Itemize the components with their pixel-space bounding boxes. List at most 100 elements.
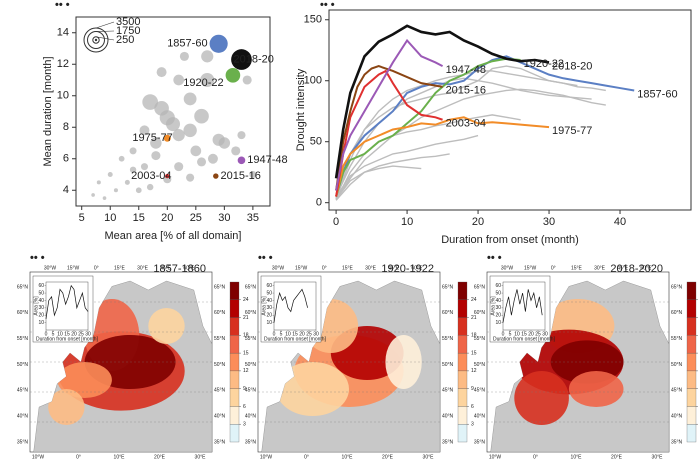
inset-y-tick-label: 20: [38, 313, 44, 319]
latitude-label: 55°N: [17, 336, 29, 342]
colorbar-bin: [457, 388, 468, 407]
inset-y-tick-label: 60: [38, 283, 44, 289]
x-tick-label: 20: [472, 216, 484, 228]
map-panel: 30°W 15°W 0° 15°E 30°E 45°E 60°E65°N 65°N60°N 60…: [17, 265, 249, 460]
latitude-label: 55°N: [245, 336, 257, 342]
inset-x-tick-label: 25: [78, 331, 84, 337]
background-line: [335, 65, 606, 199]
drought-field: [148, 308, 185, 344]
colorbar-bin: [686, 424, 697, 443]
longitude-label: 15°E: [571, 265, 583, 271]
background-line: [335, 88, 606, 200]
inset-y-tick-label: 30: [266, 305, 272, 311]
inset-x-tick-label: 5: [509, 331, 512, 337]
bubble: [207, 153, 218, 164]
y-tick-label: 150: [304, 14, 322, 26]
latitude-label: 40°N: [214, 413, 226, 419]
bubble: [173, 74, 185, 86]
line-label: 2003-04: [446, 118, 486, 130]
latitude-label: 45°N: [671, 388, 683, 394]
inset-x-tick-label: 30: [313, 331, 319, 337]
latitude-label: 35°N: [442, 439, 454, 445]
bubble: [156, 67, 167, 78]
inset-x-tick-label: 10: [285, 331, 291, 337]
longitude-label: 60°E: [411, 265, 423, 271]
inset-y-tick-label: 50: [266, 290, 272, 296]
inset-y-tick-label: 10: [266, 320, 272, 326]
panel-mark: •• •: [487, 252, 502, 264]
colorbar-label: 3: [243, 422, 246, 428]
line-label: 1857-60: [637, 88, 677, 100]
x-axis-label: Mean area [% of all domain]: [105, 230, 242, 242]
longitude-label: 60°E: [183, 265, 195, 271]
inset-x-tick-label: 30: [542, 331, 548, 337]
inset-bg: [32, 275, 94, 343]
inset-y-tick-label: 50: [495, 290, 501, 296]
latitude-label: 65°N: [245, 284, 257, 290]
line-label: 2015-16: [446, 85, 486, 97]
bubble-label: 1857-60: [167, 38, 207, 50]
event-line: [335, 38, 444, 191]
longitude-label: 30°E: [652, 454, 664, 460]
bubble-label: 2018-20: [233, 53, 273, 65]
colorbar-label: 6: [471, 404, 474, 410]
x-tick-label: 5: [79, 212, 85, 224]
inset-x-tick-label: 15: [64, 331, 70, 337]
inset-y-tick-label: 50: [38, 290, 44, 296]
colorbar-label: 24: [243, 297, 249, 303]
longitude-label: 10°E: [114, 454, 126, 460]
map-title: 1920-1922: [381, 263, 434, 275]
longitude-label: 0°: [533, 454, 538, 460]
latitude-label: 55°N: [214, 336, 226, 342]
inset-x-tick-label: 0: [45, 331, 48, 337]
bubble-label: 1947-48: [247, 154, 287, 166]
latitude-label: 60°N: [214, 310, 226, 316]
latitude-label: 40°N: [17, 413, 29, 419]
y-tick-label: 4: [63, 184, 69, 196]
bubble: [163, 175, 172, 184]
bubble: [150, 137, 162, 149]
longitude-label: 30°E: [195, 454, 207, 460]
bubble: [102, 196, 107, 200]
inset-x-tick-label: 20: [71, 331, 77, 337]
bubble: [201, 50, 214, 63]
colorbar-label: 12: [243, 368, 249, 374]
x-axis-label: Duration from onset (month): [441, 234, 579, 246]
inset-x-tick-label: 15: [521, 331, 527, 337]
map-title: 2018-2020: [610, 263, 663, 275]
bubble: [209, 34, 228, 53]
bubble: [142, 94, 159, 110]
bubble: [91, 193, 95, 197]
longitude-label: 30°E: [365, 265, 377, 271]
colorbar-bin: [686, 281, 697, 300]
bubble: [151, 151, 161, 161]
x-tick-label: 20: [161, 212, 173, 224]
y-tick-label: 10: [57, 90, 69, 102]
size-legend-center: [94, 38, 98, 42]
colorbar-bin: [457, 352, 468, 372]
bubble: [242, 75, 252, 85]
latitude-label: 35°N: [214, 439, 226, 445]
bubble: [165, 173, 170, 179]
colorbar-bin: [686, 317, 697, 336]
colorbar-bin: [457, 317, 468, 336]
longitude-label: 0°: [551, 265, 556, 271]
inset-x-tick-label: 20: [299, 331, 305, 337]
longitude-label: 15°E: [342, 265, 354, 271]
colorbar-label: 9: [471, 386, 474, 392]
bubble: [113, 188, 118, 193]
inset-x-tick-label: 25: [535, 331, 541, 337]
longitude-label: 10°E: [342, 454, 354, 460]
latitude-label: 50°N: [474, 362, 486, 368]
latitude-label: 55°N: [442, 336, 454, 342]
colorbar-bin: [229, 406, 240, 425]
colorbar-label: 24: [471, 297, 477, 303]
latitude-label: 65°N: [214, 284, 226, 290]
inset-x-label: Duration from onset [month]: [493, 336, 556, 342]
x-tick-label: 40: [614, 216, 626, 228]
line-label: 2018-20: [552, 60, 592, 72]
colorbar-label: 21: [471, 315, 477, 321]
bubble: [140, 163, 148, 171]
drought-field: [57, 362, 112, 398]
